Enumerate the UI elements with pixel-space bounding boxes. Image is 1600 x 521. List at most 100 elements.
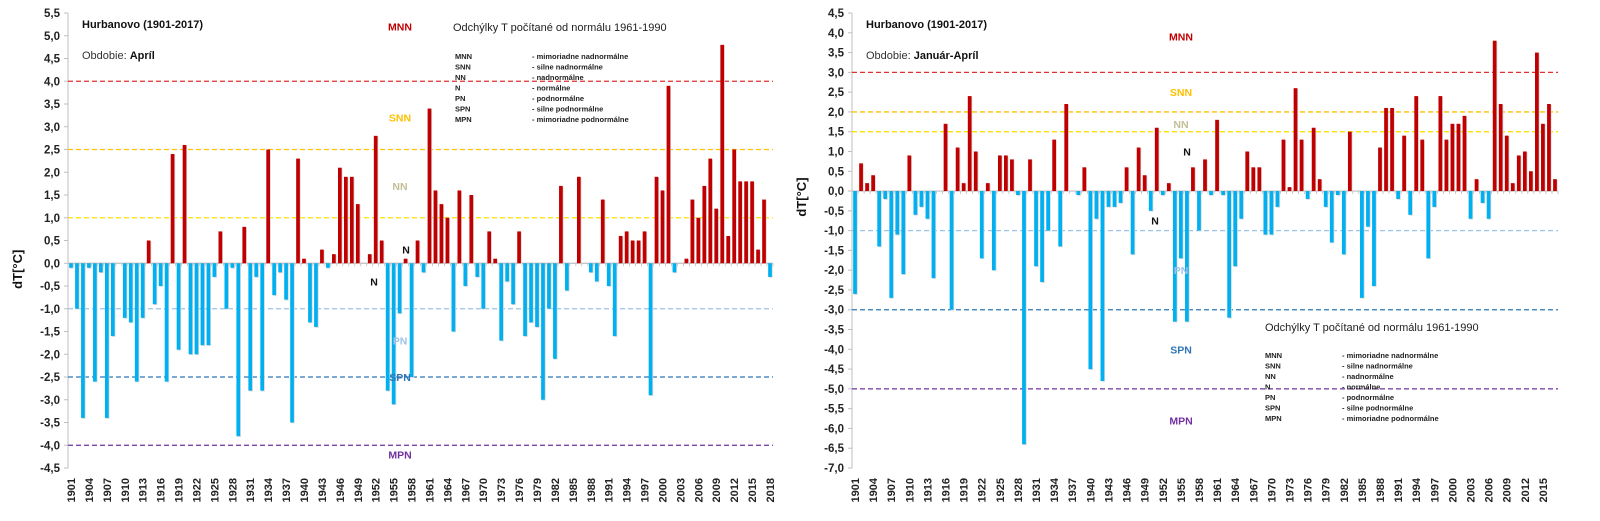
x-tick-label: 1943 (1103, 478, 1115, 502)
bar-positive (1257, 167, 1262, 192)
bar-positive (1384, 107, 1388, 192)
bar-positive (1510, 183, 1515, 192)
category-label-mpn: MPN (1169, 416, 1192, 428)
y-tick-label: -1,0 (824, 226, 844, 238)
period-value: Apríl (130, 50, 155, 62)
legend-description: - silne podnormálne (532, 105, 603, 114)
y-tick-label: 2,0 (44, 167, 60, 179)
jan-apr-chart-svg: -7,0 -6,5 -6,0 -5,5 -5,0 -4,5 -4,0 -3,5 -3,0 -2,5… (795, 8, 1559, 502)
y-axis-label: dT[°C] (10, 250, 25, 289)
bar-positive (1203, 159, 1207, 192)
bar-positive (642, 231, 647, 264)
bar-positive (1028, 159, 1032, 192)
y-tick-label: 3,0 (828, 67, 844, 79)
bar-positive (1299, 139, 1304, 192)
legend-code: PN (455, 94, 465, 103)
period-value: Január-Apríl (914, 50, 979, 62)
period-label: Obdobie: Január-Apríl (866, 50, 979, 62)
bar-negative (308, 263, 312, 323)
chart-april: -4,5 -4,0 -3,5 -3,0 -2,5 -2,0 -1,5 -1,0 -0,5 0,0 0… (0, 0, 790, 521)
y-tick-label: -1,0 (40, 304, 60, 316)
bar-negative (397, 263, 402, 314)
x-tick-label: 1943 (317, 478, 329, 502)
station-title: Hurbanovo (1901-2017) (82, 19, 203, 31)
y-tick-label: -0,5 (40, 281, 60, 293)
y-tick-label: -4,0 (824, 344, 844, 356)
bar-positive (487, 231, 492, 264)
x-tick-label: 1913 (138, 478, 150, 502)
bar-negative (1088, 191, 1093, 370)
bar-negative (1221, 191, 1225, 195)
bar-positive (1347, 131, 1352, 192)
bar-positive (1317, 179, 1322, 192)
bar-positive (517, 231, 521, 264)
y-tick-label: 5,5 (44, 8, 61, 20)
bar-negative (535, 263, 539, 327)
x-tick-label: 1997 (640, 478, 652, 502)
y-tick-label: -7,0 (824, 463, 844, 475)
y-tick-label: -6,5 (824, 443, 844, 455)
bar-negative (1432, 191, 1437, 207)
y-tick-label: 3,5 (828, 48, 845, 60)
bar-positive (1154, 127, 1159, 192)
x-tick-label: 1967 (460, 478, 472, 502)
bar-positive (600, 199, 605, 264)
legend-description: - mimoriadne podnormálne (532, 115, 629, 124)
bar-negative (877, 191, 882, 247)
y-tick-label: 0,0 (44, 258, 60, 270)
bar-positive (1462, 115, 1467, 192)
bar-negative (889, 191, 894, 298)
bar-positive (1378, 147, 1382, 192)
legend-description: - podnormálne (1342, 393, 1394, 402)
x-tick-label: 1937 (281, 478, 293, 502)
bar-positive (320, 249, 324, 264)
y-tick-label: 4,5 (44, 54, 61, 66)
bar-negative (278, 263, 282, 273)
bar-negative (75, 263, 79, 309)
y-tick-label: 1,0 (44, 213, 60, 225)
x-tick-label: 2003 (1466, 478, 1478, 502)
bar-negative (69, 263, 73, 268)
bar-positive (576, 176, 581, 264)
legend-code: SPN (1265, 404, 1280, 413)
x-tick-label: 1973 (496, 478, 508, 502)
category-label-pn: PN (1174, 265, 1189, 277)
bar-positive (302, 258, 306, 264)
bar-negative (1468, 191, 1473, 219)
x-tick-label: 1979 (1321, 478, 1333, 502)
y-tick-label: 3,0 (44, 122, 60, 134)
bar-negative (284, 263, 288, 300)
legend-description: - silne podnormálne (1342, 404, 1413, 413)
bar-positive (732, 149, 737, 264)
bar-negative (1172, 191, 1177, 322)
bar-negative (1233, 191, 1238, 267)
x-tick-label: 2009 (1502, 478, 1514, 502)
bar-positive (1142, 175, 1147, 192)
bar-positive (1004, 155, 1008, 192)
y-tick-label: -6,0 (824, 423, 844, 435)
x-tick-label: 1949 (353, 478, 365, 502)
bar-positive (702, 185, 707, 264)
bar-negative (1426, 191, 1431, 259)
bar-positive (1311, 127, 1316, 192)
x-tick-label: 1955 (389, 478, 401, 502)
bar-negative (612, 263, 617, 337)
legend-description: - normálne (1342, 383, 1380, 392)
x-tick-label: 1994 (1411, 477, 1423, 502)
category-label-n: N (402, 245, 410, 257)
y-tick-label: 4,0 (44, 76, 60, 88)
bar-negative (925, 191, 930, 219)
bar-negative (1396, 191, 1400, 199)
bar-positive (997, 155, 1002, 192)
x-tick-label: 1931 (245, 478, 257, 502)
x-tick-label: 2018 (765, 478, 777, 502)
x-tick-label: 1958 (1194, 478, 1206, 502)
bar-positive (1444, 139, 1449, 192)
x-tick-label: 1931 (1031, 478, 1043, 502)
bar-negative (272, 263, 276, 296)
bar-negative (212, 263, 217, 277)
bar-negative (505, 263, 509, 282)
bar-positive (1166, 183, 1171, 192)
bar-positive (355, 204, 360, 264)
bar-negative (1341, 191, 1346, 255)
